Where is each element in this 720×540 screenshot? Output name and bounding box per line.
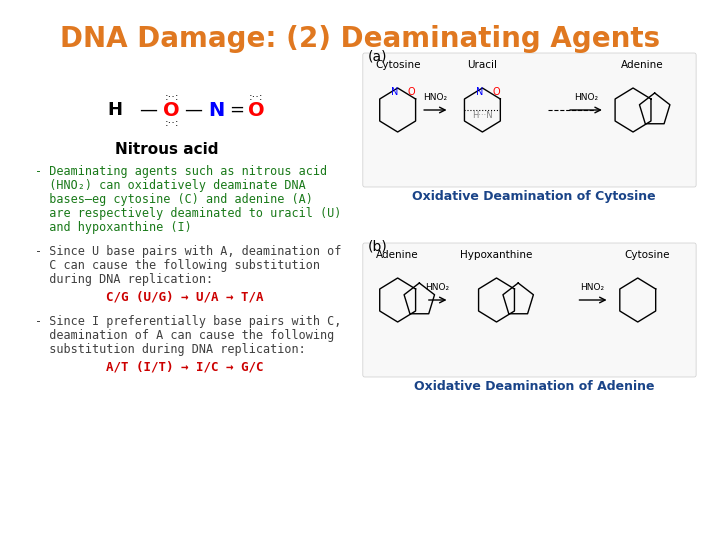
FancyBboxPatch shape: [363, 243, 696, 377]
Text: C/G (U/G) → U/A → T/A: C/G (U/G) → U/A → T/A: [106, 291, 264, 304]
Text: substitution during DNA replication:: substitution during DNA replication:: [35, 343, 306, 356]
Text: —: —: [184, 101, 202, 119]
Text: O: O: [492, 87, 500, 97]
Text: O: O: [248, 100, 265, 119]
Text: —: —: [139, 101, 157, 119]
Text: Oxidative Deamination of Cytosine: Oxidative Deamination of Cytosine: [413, 190, 656, 203]
Text: A/T (I/T) → I/C → G/C: A/T (I/T) → I/C → G/C: [106, 361, 264, 374]
Text: Nitrous acid: Nitrous acid: [115, 142, 219, 157]
Text: H: H: [108, 101, 122, 119]
Text: Hypoxanthine: Hypoxanthine: [460, 250, 533, 260]
Text: HNO₂: HNO₂: [423, 93, 447, 102]
Text: :··:: :··:: [164, 92, 179, 102]
Text: - Since U base pairs with A, deamination of: - Since U base pairs with A, deamination…: [35, 245, 341, 258]
Text: - Deaminating agents such as nitrous acid: - Deaminating agents such as nitrous aci…: [35, 165, 328, 178]
Text: N: N: [391, 87, 399, 97]
Text: :··:: :··:: [164, 118, 179, 128]
Text: Adenine: Adenine: [621, 60, 664, 70]
Text: N: N: [208, 100, 224, 119]
Text: are respectively deaminated to uracil (U): are respectively deaminated to uracil (U…: [35, 207, 341, 220]
Text: Oxidative Deamination of Adenine: Oxidative Deamination of Adenine: [414, 380, 654, 393]
Text: Cytosine: Cytosine: [375, 60, 420, 70]
Text: Uracil: Uracil: [467, 60, 498, 70]
Text: bases—eg cytosine (C) and adenine (A): bases—eg cytosine (C) and adenine (A): [35, 193, 313, 206]
Text: C can cause the following substitution: C can cause the following substitution: [35, 259, 320, 272]
Text: =: =: [229, 101, 244, 119]
Text: O: O: [163, 100, 180, 119]
Text: (HNO₂) can oxidatively deaminate DNA: (HNO₂) can oxidatively deaminate DNA: [35, 179, 306, 192]
Text: HNO₂: HNO₂: [425, 283, 449, 292]
Text: :··:: :··:: [249, 92, 264, 102]
Text: - Since I preferentially base pairs with C,: - Since I preferentially base pairs with…: [35, 315, 341, 328]
Text: deamination of A can cause the following: deamination of A can cause the following: [35, 329, 334, 342]
Text: H···N: H···N: [472, 111, 492, 120]
Text: (a): (a): [367, 50, 387, 64]
Text: Adenine: Adenine: [377, 250, 419, 260]
Text: and hypoxanthine (I): and hypoxanthine (I): [35, 221, 192, 234]
Text: N: N: [476, 87, 483, 97]
FancyBboxPatch shape: [363, 53, 696, 187]
Text: during DNA replication:: during DNA replication:: [35, 273, 213, 286]
Text: O: O: [408, 87, 415, 97]
Text: HNO₂: HNO₂: [580, 283, 605, 292]
Text: HNO₂: HNO₂: [574, 93, 598, 102]
Text: DNA Damage: (2) Deaminating Agents: DNA Damage: (2) Deaminating Agents: [60, 25, 660, 53]
Text: (b): (b): [367, 240, 387, 254]
Text: Cytosine: Cytosine: [624, 250, 670, 260]
